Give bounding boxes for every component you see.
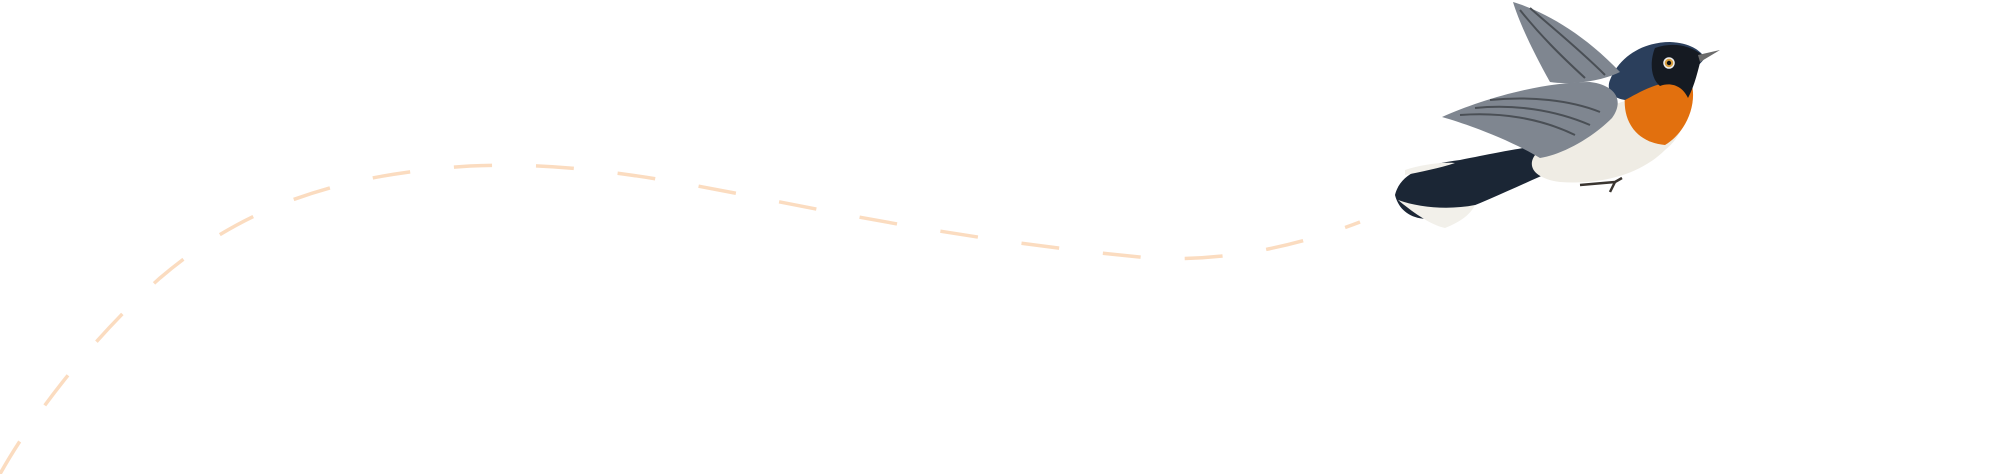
wing-feather-lines [1459, 7, 1606, 136]
bird-beak [1698, 50, 1720, 62]
bird-tail [1395, 145, 1555, 219]
bird-tail-tip [1398, 200, 1475, 228]
bird-icon [1395, 2, 1720, 228]
bird-feet [1579, 176, 1623, 193]
dashed-flight-path [0, 163, 1361, 474]
bird-upper-wing [1513, 2, 1620, 84]
bird-mask [1651, 44, 1702, 98]
bird-tail-tip-upper [1405, 162, 1455, 175]
bird-pupil [1666, 60, 1672, 66]
